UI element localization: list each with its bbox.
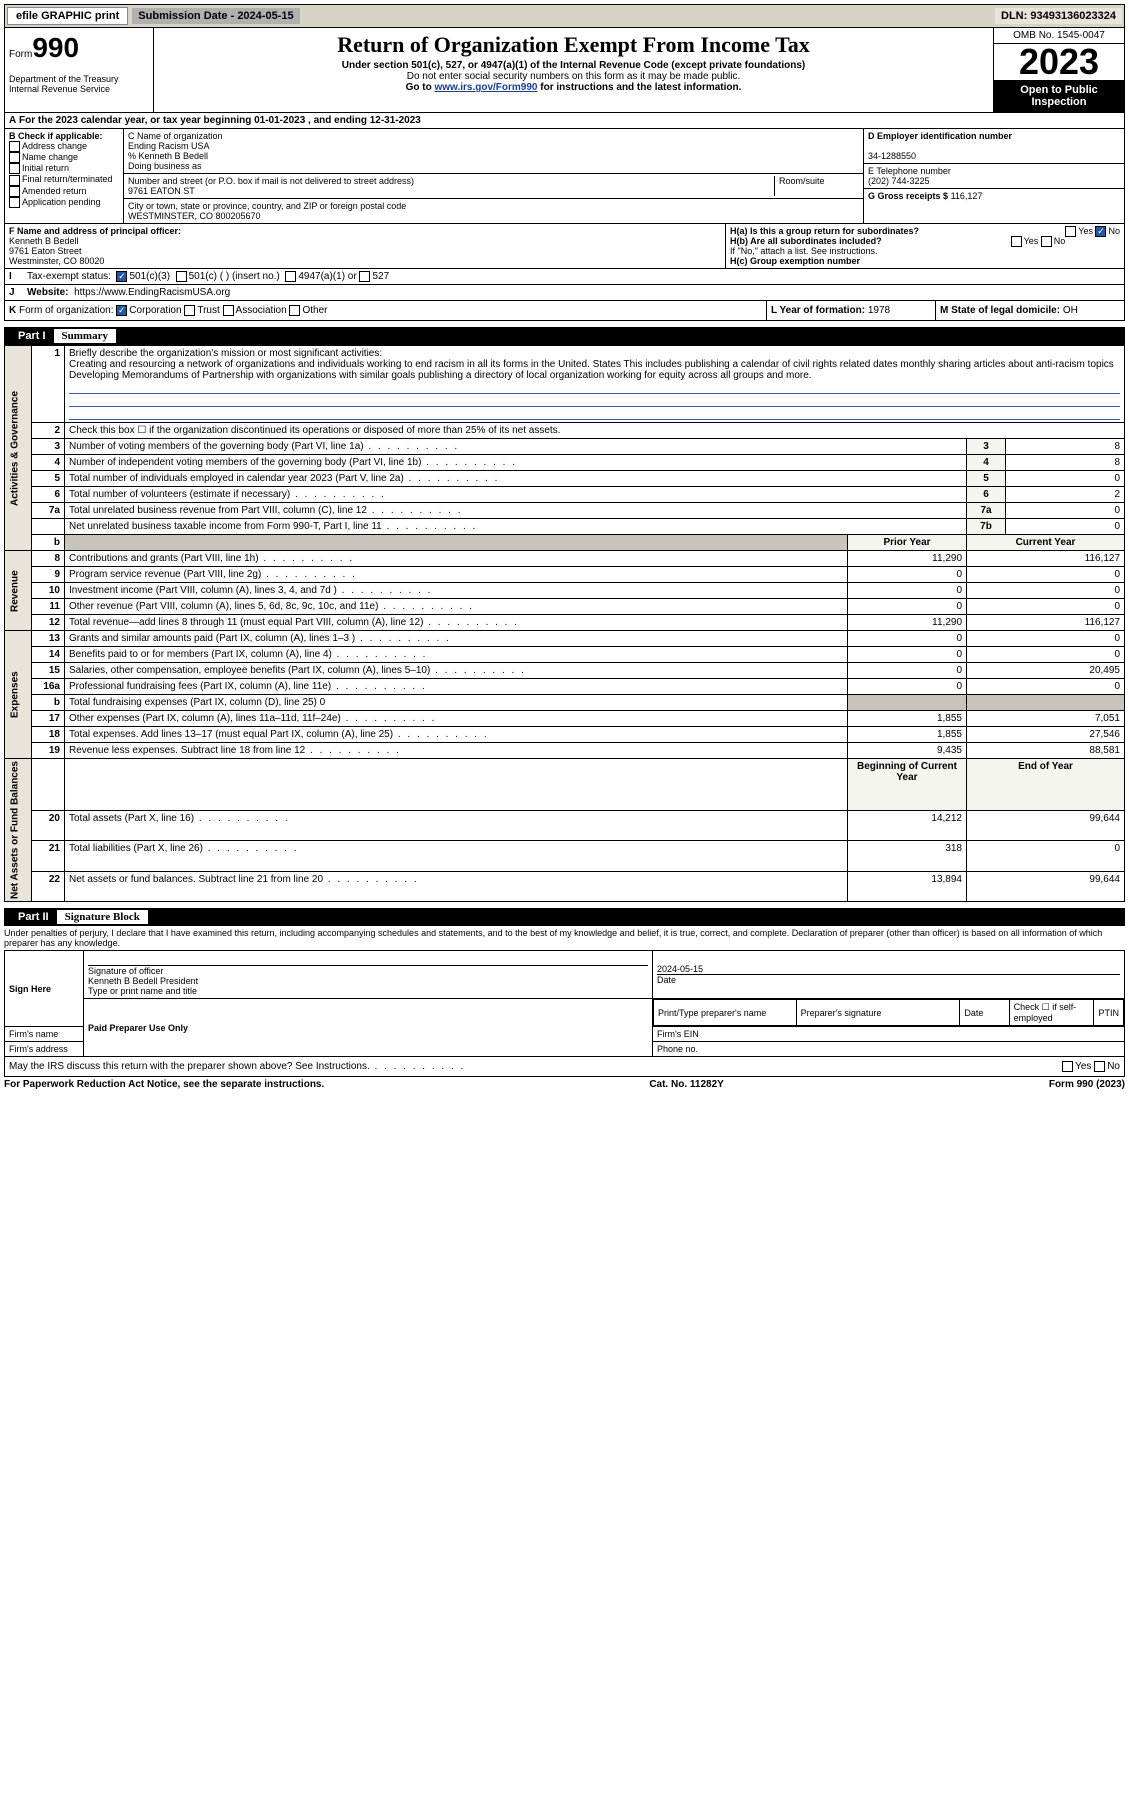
f-label: F Name and address of principal officer: [9,226,181,236]
cat-no: Cat. No. 11282Y [649,1079,723,1090]
chk-assoc[interactable] [223,305,234,316]
chk-address-change[interactable] [9,141,20,152]
vlabel-governance: Activities & Governance [5,346,32,551]
chk-hb-no[interactable] [1041,236,1052,247]
col-f: F Name and address of principal officer:… [5,224,726,268]
officer-addr1: 9761 Eaton Street [9,246,82,256]
irs-link[interactable]: www.irs.gov/Form990 [434,82,537,93]
period-row: A For the 2023 calendar year, or tax yea… [4,113,1125,129]
open-public-badge: Open to Public Inspection [994,80,1124,112]
vlabel-revenue: Revenue [5,551,32,631]
chk-name-change[interactable] [9,152,20,163]
c-name-label: C Name of organization [128,131,223,141]
chk-amended[interactable] [9,186,20,197]
form-label: Form [9,49,32,60]
city-state-zip: WESTMINSTER, CO 800205670 [128,211,261,221]
footer: For Paperwork Reduction Act Notice, see … [4,1077,1125,1092]
b-label: B Check if applicable: [9,131,103,141]
chk-ha-yes[interactable] [1065,226,1076,237]
sign-here-label: Sign Here [5,951,84,1027]
sign-date: 2024-05-15 [657,964,703,974]
top-bar: efile GRAPHIC print Submission Date - 20… [4,4,1125,28]
form-number: 990 [32,32,79,63]
org-name: Ending Racism USA [128,141,210,151]
discuss-row: May the IRS discuss this return with the… [4,1057,1125,1077]
part2-header: Part II Signature Block [4,908,1125,926]
chk-4947[interactable] [285,271,296,282]
form-header: Form990 Department of the Treasury Inter… [4,28,1125,113]
vlabel-net: Net Assets or Fund Balances [5,759,32,902]
row-i: I Tax-exempt status: 501(c)(3) 501(c) ( … [4,269,1125,285]
hb-note: If "No," attach a list. See instructions… [730,246,1120,256]
ha-label: H(a) Is this a group return for subordin… [730,226,919,236]
state-domicile: OH [1063,305,1078,316]
website-link[interactable]: https://www.EndingRacismUSA.org [74,287,230,298]
signature-table: Sign Here Signature of officer Kenneth B… [4,950,1125,1057]
g-label: G Gross receipts $ [868,191,948,201]
paperwork-notice: For Paperwork Reduction Act Notice, see … [4,1079,324,1090]
dln-label: DLN: 93493136023324 [995,8,1122,24]
officer-name: Kenneth B Bedell [9,236,79,246]
submission-date: Submission Date - 2024-05-15 [132,8,299,24]
col-b: B Check if applicable: Address change Na… [5,129,124,223]
chk-discuss-no[interactable] [1094,1061,1105,1072]
col-de: D Employer identification number 34-1288… [864,129,1124,223]
chk-final-return[interactable] [9,175,20,186]
row-klm: K Form of organization: Corporation Trus… [4,301,1125,321]
chk-corp[interactable] [116,305,127,316]
street-addr: 9761 EATON ST [128,186,195,196]
dba-label: Doing business as [128,161,202,171]
addr-label: Number and street (or P.O. box if mail i… [128,176,414,186]
hc-label: H(c) Group exemption number [730,256,860,266]
vlabel-expenses: Expenses [5,631,32,759]
city-label: City or town, state or province, country… [128,201,406,211]
room-suite-label: Room/suite [774,176,859,196]
phone-value: (202) 744-3225 [868,176,930,186]
chk-discuss-yes[interactable] [1062,1061,1073,1072]
tax-year: 2023 [994,44,1124,80]
chk-hb-yes[interactable] [1011,236,1022,247]
declaration-text: Under penalties of perjury, I declare th… [4,926,1125,950]
section-bcd: B Check if applicable: Address change Na… [4,129,1125,224]
chk-initial-return[interactable] [9,163,20,174]
officer-signature-name: Kenneth B Bedell President [88,976,198,986]
part1-header: Part I Summary [4,327,1125,345]
form-ref: Form 990 (2023) [1049,1079,1125,1090]
subtitle-2: Do not enter social security numbers on … [158,71,989,82]
care-of: % Kenneth B Bedell [128,151,208,161]
subtitle-1: Under section 501(c), 527, or 4947(a)(1)… [158,60,989,71]
chk-trust[interactable] [184,305,195,316]
gross-receipts: 116,127 [951,191,983,201]
efile-print-button[interactable]: efile GRAPHIC print [7,7,128,25]
col-c: C Name of organization Ending Racism USA… [124,129,864,223]
hb-label: H(b) Are all subordinates included? [730,236,882,246]
chk-501c3[interactable] [116,271,127,282]
chk-ha-no[interactable] [1095,226,1106,237]
officer-addr2: Westminster, CO 80020 [9,256,104,266]
chk-application-pending[interactable] [9,197,20,208]
e-label: E Telephone number [868,166,951,176]
col-h: H(a) Is this a group return for subordin… [726,224,1124,268]
mission-text: Creating and resourcing a network of org… [69,359,1114,381]
ein-value: 34-1288550 [868,151,916,161]
section-fh: F Name and address of principal officer:… [4,224,1125,269]
summary-table: Activities & Governance 1 Briefly descri… [4,345,1125,902]
dept-treasury: Department of the Treasury Internal Reve… [9,74,149,94]
chk-other[interactable] [289,305,300,316]
year-formation: 1978 [868,305,890,316]
goto-pre: Go to [406,82,435,93]
goto-post: for instructions and the latest informat… [537,82,741,93]
chk-501c[interactable] [176,271,187,282]
form-title: Return of Organization Exempt From Incom… [158,32,989,58]
d-label: D Employer identification number [868,131,1012,141]
row-j: J Website: https://www.EndingRacismUSA.o… [4,285,1125,301]
paid-preparer-label: Paid Preparer Use Only [84,999,653,1057]
chk-527[interactable] [359,271,370,282]
